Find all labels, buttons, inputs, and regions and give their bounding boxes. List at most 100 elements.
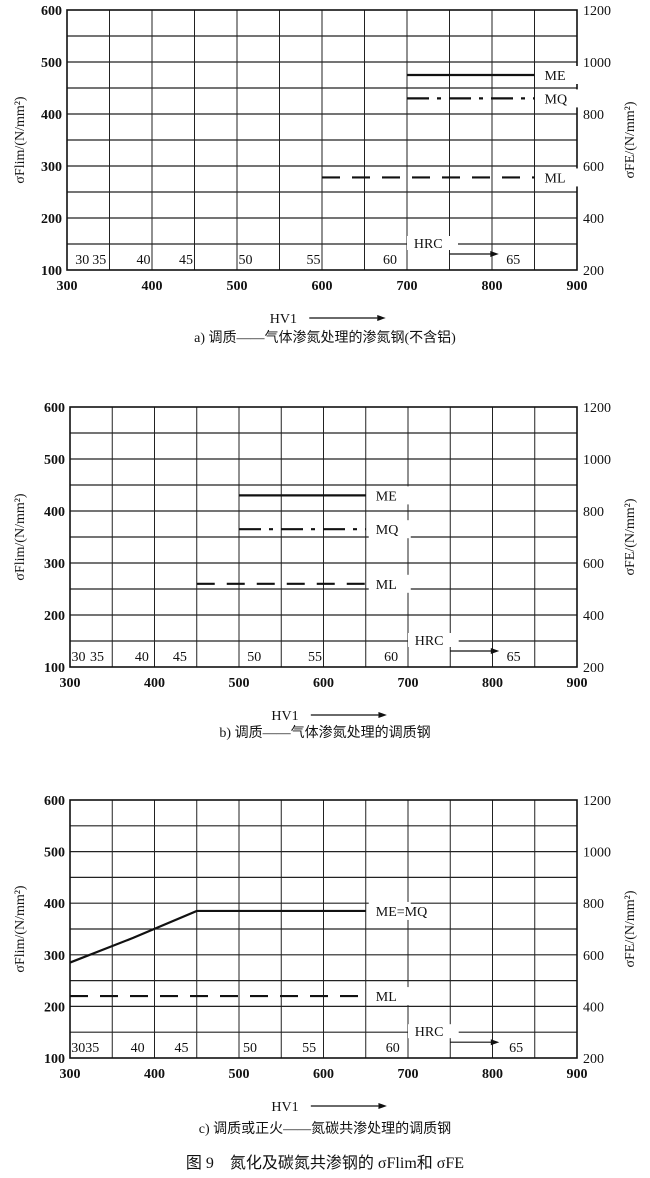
y-right-tick-label: 800	[583, 897, 604, 912]
series-label: ME	[376, 489, 397, 504]
y-right-axis-label: σFE/(N/mm²)	[623, 498, 638, 575]
y-right-axis-label: σFE/(N/mm²)	[623, 101, 638, 178]
hrc-tick-label: 30	[71, 650, 85, 665]
y-left-tick-label: 500	[41, 56, 62, 71]
series-label: MQ	[376, 523, 399, 538]
y-left-tick-label: 200	[41, 212, 62, 227]
hrc-tick-label: 40	[131, 1041, 145, 1056]
series-line-me-mq	[69, 909, 366, 964]
hrc-label-bg	[408, 1024, 459, 1039]
plot-frame	[66, 9, 578, 271]
hrc-tick-label: 50	[243, 1041, 257, 1056]
x-tick-label: 300	[57, 279, 78, 294]
y-left-tick-label: 300	[44, 949, 65, 964]
series-label-bg	[537, 168, 580, 187]
y-right-tick-label: 200	[583, 1052, 604, 1067]
x-tick-label: 800	[482, 279, 503, 294]
x-tick-label: 700	[397, 279, 418, 294]
x-tick-label: 500	[227, 279, 248, 294]
y-left-axis-label: σFlim/(N/mm²)	[13, 96, 28, 184]
x-tick-label: 400	[142, 279, 163, 294]
y-right-tick-label: 1200	[583, 401, 611, 416]
hrc-tick-label: 55	[307, 253, 321, 268]
x-tick-label: 700	[398, 676, 419, 691]
series-label: ML	[545, 171, 566, 186]
series-label: ML	[376, 578, 397, 593]
hrc-tick-label: 30	[75, 253, 89, 268]
hrc-tick-label: 40	[135, 650, 149, 665]
y-right-tick-label: 400	[583, 1000, 604, 1015]
y-right-tick-label: 800	[583, 108, 604, 123]
hrc-tick-label: 35	[90, 650, 104, 665]
y-right-tick-label: 600	[583, 557, 604, 572]
hrc-label: HRC	[415, 1025, 444, 1040]
hrc-tick-label: 60	[383, 253, 397, 268]
y-left-tick-label: 400	[41, 108, 62, 123]
x-tick-label: 600	[313, 676, 334, 691]
hrc-arrowhead	[490, 1039, 500, 1046]
y-left-tick-label: 100	[44, 1052, 65, 1067]
chart-b: 300 400 500 600 700 800 900 100 200 300 400 500 600 2…	[13, 401, 638, 741]
x-tick-label: 400	[144, 676, 165, 691]
hrc-tick-label: 45	[179, 253, 193, 268]
chart-a: 300 400 500 600 700 800 900 100 200 300 400 500 600 2…	[13, 4, 638, 346]
hrc-label: HRC	[414, 237, 443, 252]
x-axis-label: HV1	[270, 312, 297, 327]
hrc-arrowhead	[490, 648, 500, 654]
plot-frame	[69, 799, 578, 1059]
y-right-tick-label: 400	[583, 609, 604, 624]
chart-caption: a) 调质——气体渗氮处理的渗氮钢(不含铝)	[194, 330, 456, 346]
y-left-tick-label: 100	[41, 264, 62, 279]
y-left-tick-label: 300	[41, 160, 62, 175]
y-left-axis-label: σFlim/(N/mm²)	[13, 885, 28, 973]
series-label-bg	[368, 987, 411, 1006]
chart-caption: b) 调质——气体渗氮处理的调质钢	[219, 725, 430, 741]
hrc-tick-label: 55	[302, 1041, 316, 1056]
y-left-tick-label: 300	[44, 557, 65, 572]
x-tick-label: 900	[567, 279, 588, 294]
x-tick-label: 900	[567, 676, 588, 691]
series-label-bg	[368, 486, 411, 505]
hrc-label-bg	[407, 236, 458, 250]
y-right-tick-label: 600	[583, 949, 604, 964]
x-tick-label: 600	[313, 1067, 334, 1082]
hrc-label: HRC	[415, 634, 444, 649]
x-axis-arrowhead	[378, 712, 387, 718]
series-label: ML	[376, 990, 397, 1005]
hrc-tick-label: 65	[506, 253, 520, 268]
x-axis-arrowhead	[378, 1103, 387, 1109]
x-tick-label: 400	[144, 1067, 165, 1082]
y-left-tick-label: 500	[44, 453, 65, 468]
series-label: ME	[545, 69, 566, 84]
y-left-tick-label: 500	[44, 846, 65, 861]
y-right-tick-label: 800	[583, 505, 604, 520]
x-tick-label: 300	[60, 676, 81, 691]
hrc-tick-label: 3035	[71, 1041, 99, 1056]
y-left-tick-label: 400	[44, 505, 65, 520]
chart-c: 300 400 500 600 700 800 900 100 200 300 400 500 600 2…	[13, 794, 638, 1137]
x-tick-label: 800	[482, 676, 503, 691]
y-right-tick-label: 200	[583, 264, 604, 279]
x-axis-label: HV1	[271, 1100, 298, 1115]
y-right-tick-label: 600	[583, 160, 604, 175]
series-label-bg	[368, 520, 411, 539]
x-axis-label: HV1	[271, 709, 298, 724]
series-label: MQ	[545, 92, 568, 107]
series-label: ME=MQ	[376, 905, 427, 920]
y-left-tick-label: 100	[44, 661, 65, 676]
hrc-tick-label: 45	[175, 1041, 189, 1056]
y-right-tick-label: 1000	[583, 453, 611, 468]
hrc-tick-label: 65	[507, 650, 521, 665]
x-tick-label: 700	[398, 1067, 419, 1082]
series-label-bg	[537, 66, 580, 84]
hrc-tick-label: 50	[239, 253, 253, 268]
hrc-tick-label: 45	[173, 650, 187, 665]
series-label-bg	[368, 901, 411, 920]
series-label-bg	[537, 89, 580, 108]
hrc-tick-label: 50	[247, 650, 261, 665]
hrc-arrowhead	[490, 251, 499, 257]
x-tick-label: 600	[312, 279, 333, 294]
x-tick-label: 300	[60, 1067, 81, 1082]
x-tick-label: 500	[229, 676, 250, 691]
y-right-tick-label: 1000	[583, 56, 611, 71]
